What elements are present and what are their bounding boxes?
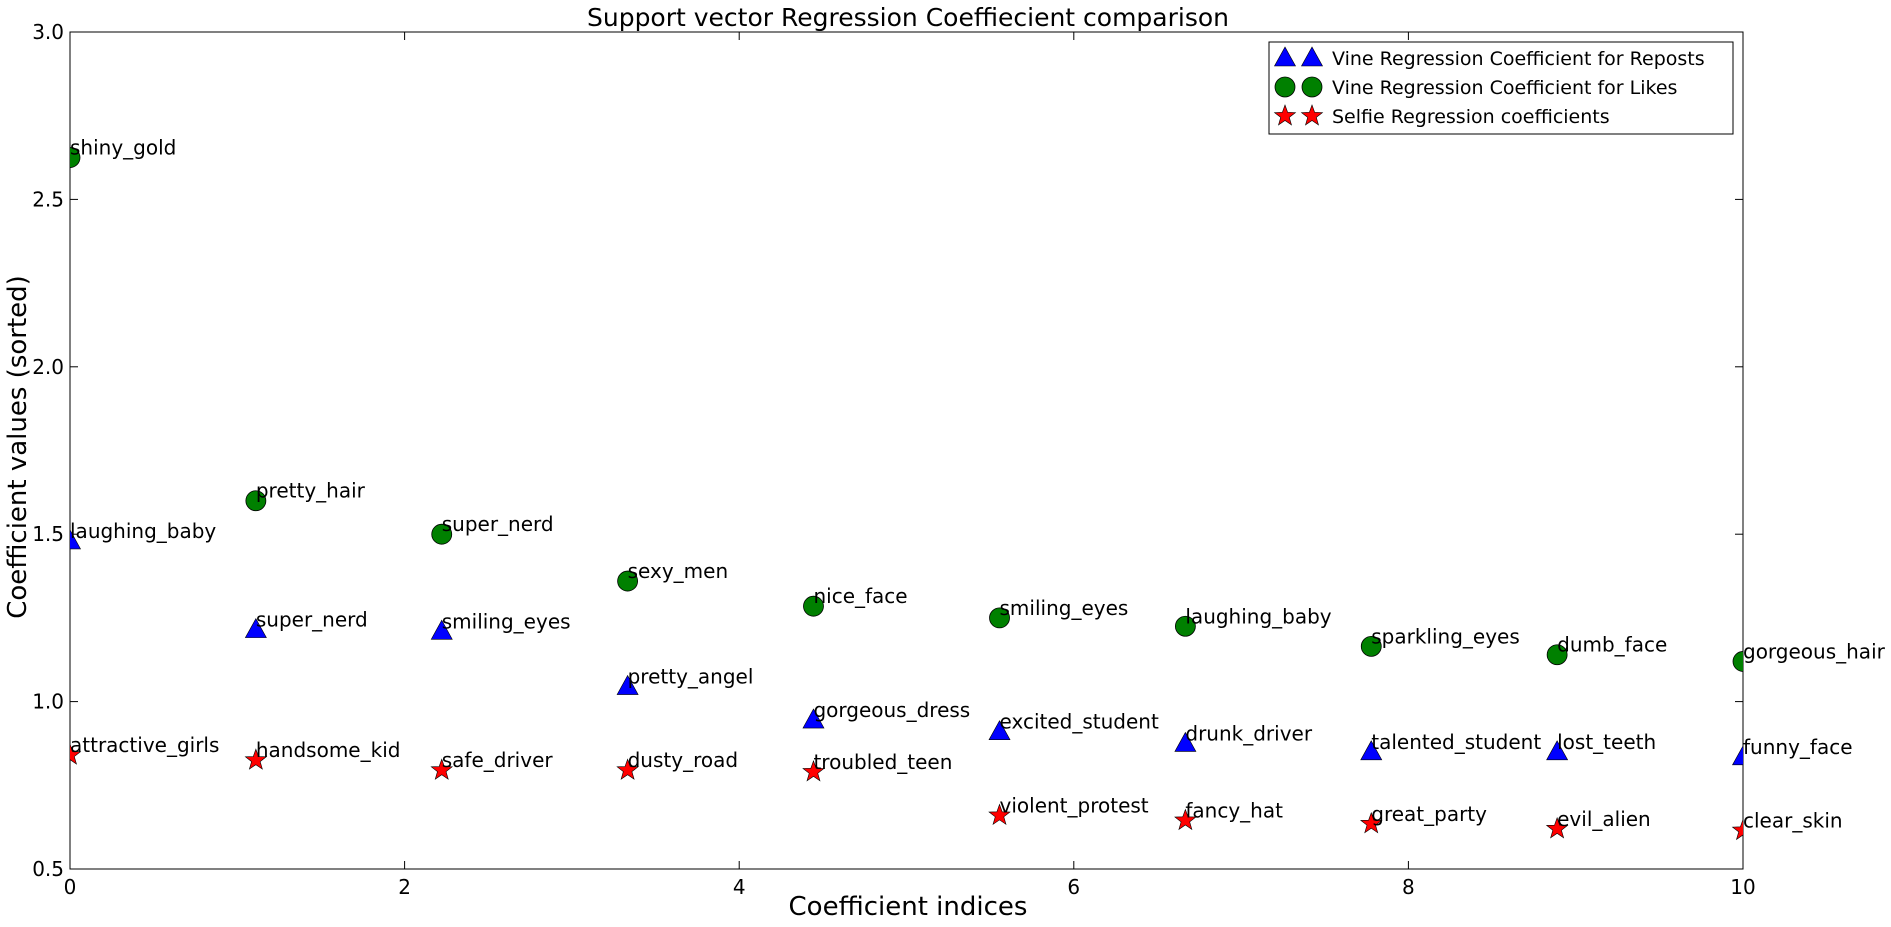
legend-star-marker [1273, 104, 1297, 126]
point-label: dusty_road [628, 748, 738, 772]
point-label: evil_alien [1557, 807, 1651, 831]
circle-point [803, 595, 824, 617]
triangle-point [1731, 745, 1743, 766]
triangle-point [1360, 740, 1383, 761]
point-label: pretty_angel [628, 665, 754, 689]
circle-point [1174, 615, 1196, 637]
y-tick-label: 2.5 [32, 187, 64, 211]
legend-entry-label: Selfie Regression coefficients [1332, 106, 1610, 128]
y-tick-label: 1.5 [32, 522, 64, 546]
x-tick-label: 2 [398, 875, 411, 899]
star-point [1174, 808, 1197, 831]
legend-star-marker [1300, 104, 1324, 126]
triangle-point [988, 720, 1011, 741]
point-label: fancy_hat [1185, 798, 1283, 822]
legend-box [1268, 41, 1734, 135]
circle-point [70, 147, 81, 168]
point-label: lost_teeth [1557, 730, 1656, 754]
triangle-point [430, 619, 453, 640]
triangle-point [244, 617, 267, 638]
point-label: funny_face [1743, 735, 1853, 759]
point-label: excited_student [1000, 710, 1159, 734]
circle-point [245, 490, 267, 512]
point-label: shiny_gold [70, 136, 176, 160]
x-tick-label: 6 [1067, 875, 1080, 899]
point-label: attractive_girls [70, 733, 219, 757]
point-label: gorgeous_dress [813, 698, 970, 722]
legend-entry-label: Vine Regression Coefficient for Reposts [1332, 48, 1705, 70]
point-label: talented_student [1371, 730, 1541, 754]
star-point [1359, 811, 1383, 834]
x-tick-label: 10 [1730, 875, 1755, 899]
circle-point [431, 523, 453, 545]
y-axis-title: Coefficient values (sorted) [3, 275, 33, 619]
point-label: smiling_eyes [442, 609, 571, 633]
x-axis-title: Coefficient indices [789, 892, 1028, 922]
point-label: violent_protest [1000, 793, 1149, 817]
circle-point [617, 570, 639, 592]
point-label: sparkling_eyes [1371, 624, 1520, 648]
legend-circle-marker [1274, 76, 1296, 98]
point-label: super_nerd [442, 512, 554, 536]
y-tick-label: 1.0 [32, 690, 64, 714]
legend-circle-marker [1301, 76, 1323, 98]
legend: Vine Regression Coefficient for Reposts V… [1268, 41, 1734, 135]
circle-point [1546, 644, 1568, 666]
point-label: nice_face [813, 584, 907, 608]
circle-point [1732, 651, 1743, 672]
point-label: dumb_face [1557, 633, 1667, 657]
star-point [1731, 818, 1743, 841]
legend-triangle-marker [1273, 46, 1297, 67]
point-label: troubled_teen [813, 750, 952, 774]
triangle-point [802, 708, 825, 729]
markers [70, 147, 1743, 841]
star-point [244, 748, 268, 770]
plot-frame [69, 31, 1744, 870]
point-label: handsome_kid [256, 738, 401, 762]
point-label: clear_skin [1743, 808, 1843, 832]
star-point [1545, 816, 1569, 839]
triangle-point [616, 674, 639, 695]
point-label: great_party [1371, 802, 1487, 826]
triangle-point [1546, 740, 1569, 761]
x-tick-label: 0 [64, 875, 77, 899]
x-tick-label: 8 [1402, 875, 1415, 899]
chart-title: Support vector Regression Coeffiecient c… [587, 3, 1229, 32]
point-label: pretty_hair [256, 479, 366, 503]
y-tick-label: 3.0 [32, 20, 64, 44]
point-label: smiling_eyes [1000, 596, 1129, 620]
point-label: laughing_baby [70, 519, 216, 543]
point-label: gorgeous_hair [1743, 639, 1886, 663]
star-point [988, 803, 1011, 826]
triangle-point [70, 529, 82, 550]
circle-point [1360, 635, 1382, 657]
star-point [70, 743, 82, 765]
star-point [430, 758, 454, 780]
circle-point [989, 607, 1010, 629]
x-tick-label: 4 [733, 875, 746, 899]
point-label: super_nerd [256, 608, 368, 632]
point-label: safe_driver [442, 748, 554, 772]
point-label: drunk_driver [1185, 721, 1312, 745]
y-tick-label: 2.0 [32, 355, 64, 379]
point-label: sexy_men [628, 559, 729, 583]
triangle-point [1174, 731, 1197, 752]
star-point [616, 758, 639, 780]
legend-entry-label: Vine Regression Coefficient for Likes [1332, 77, 1677, 99]
plot-area: 0 2 4 6 8 100.51.01.52.02.53.0laughing_babysu… [32, 20, 1885, 899]
legend-triangle-marker [1300, 46, 1324, 67]
star-point [802, 760, 825, 782]
y-tick-label: 0.5 [32, 857, 64, 881]
point-label: laughing_baby [1185, 604, 1331, 628]
